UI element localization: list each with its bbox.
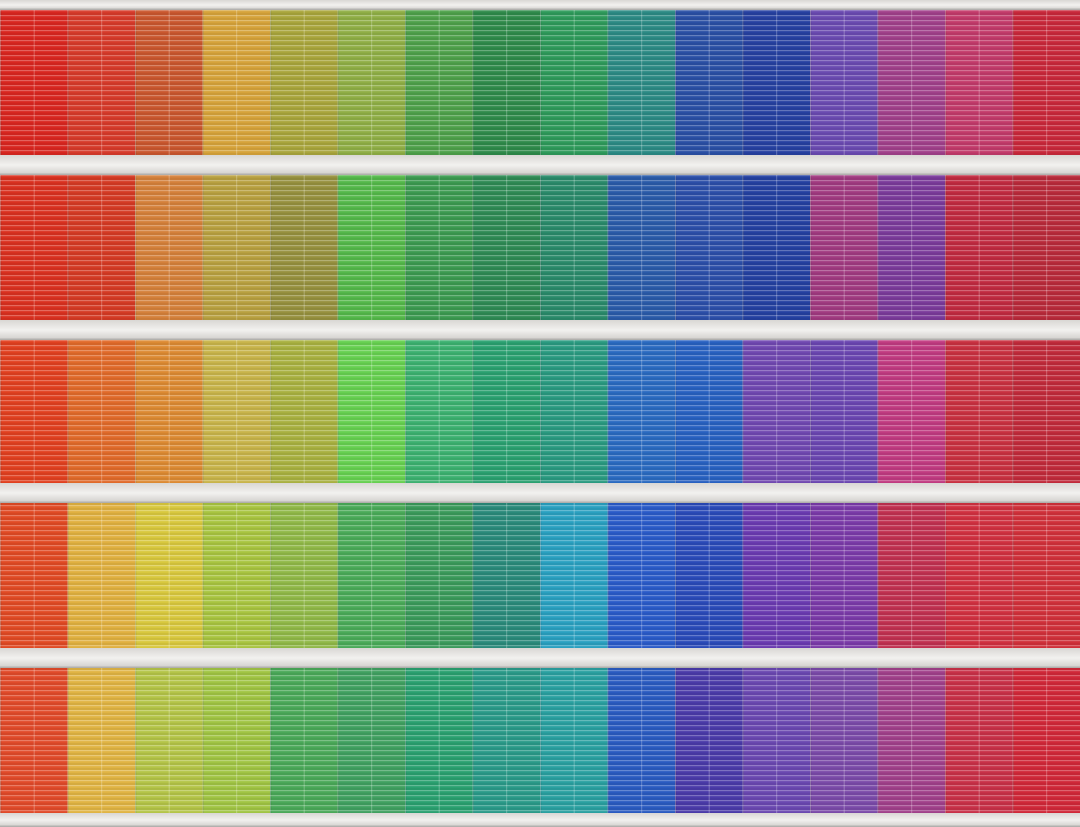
slat-seams [0, 503, 1080, 648]
slat-seams [0, 175, 1080, 320]
band-shadow [0, 8, 1080, 10]
floor-band [0, 813, 1080, 827]
band-shadow [0, 501, 1080, 503]
floor-band [0, 0, 1080, 10]
floor-band [0, 648, 1080, 668]
band-shadow [0, 825, 1080, 827]
band-shadow [0, 338, 1080, 340]
floor-band [0, 320, 1080, 340]
slat-seams [0, 10, 1080, 155]
slat-seams [0, 340, 1080, 485]
floor-band [0, 155, 1080, 175]
floor-band [0, 483, 1080, 503]
band-shadow [0, 173, 1080, 175]
slat-seams [0, 668, 1080, 813]
band-shadow [0, 666, 1080, 668]
